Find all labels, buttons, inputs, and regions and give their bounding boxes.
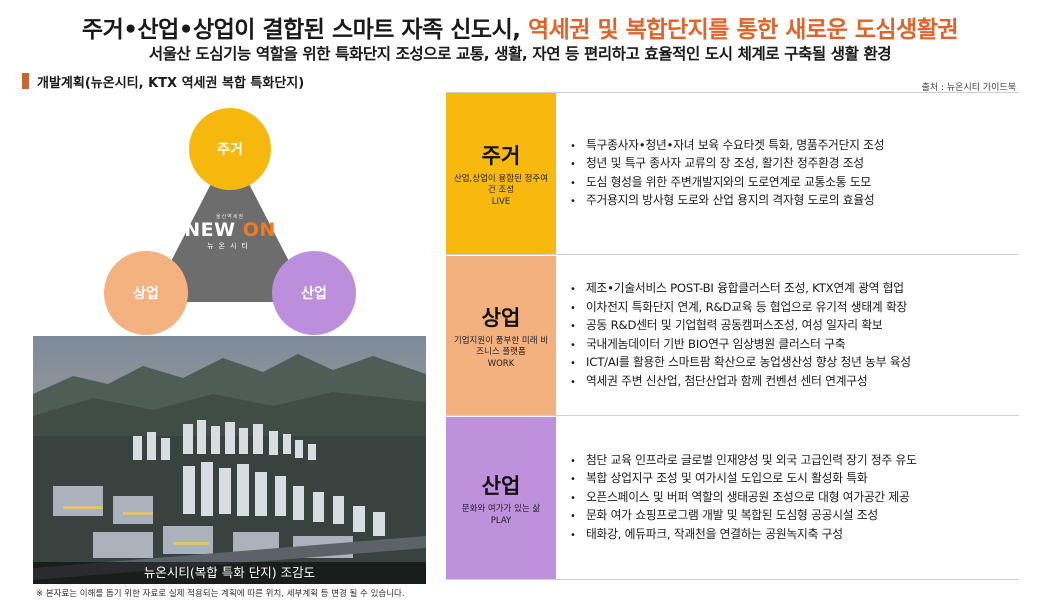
commercial-circle: 상업 (104, 251, 188, 335)
list-item: 도심 형성을 위한 주변개발지와의 도로연계로 교통소통 도모 (570, 174, 884, 193)
footnote: ※ 본자료는 이해를 돕기 위한 자료로 실제 적용되는 계획에 따른 위치, … (36, 589, 405, 599)
page-title: 주거•산업•상업이 결합된 스마트 자족 신도시, 역세권 및 복합단지를 통한… (0, 10, 1040, 44)
category-english: LIVE (491, 196, 511, 207)
page-subtitle: 서울산 도심기능 역할을 위한 특화단지 조성으로 교통, 생활, 자연 등 편… (148, 45, 892, 63)
photo-caption: 뉴온시티(복합 특화 단지) 조감도 (33, 562, 426, 584)
row-item-list: 제조•기술서비스 POST-BI 융합클러스터 조성, KTX연계 광역 협업 … (556, 256, 911, 415)
category-name: 주거 (481, 143, 521, 168)
logo-new-text: NEW (184, 219, 243, 241)
list-item: 국내게놈데이터 기반 BIO연구 임상병원 클러스터 구축 (570, 336, 911, 355)
industrial-circle: 산업 (272, 251, 356, 335)
concept-triangle (150, 147, 310, 302)
category-name: 산업 (481, 473, 521, 498)
table-top-divider (446, 92, 1019, 93)
newon-logo: 울산역세권 NEW ON 뉴온시티 (180, 213, 280, 251)
list-item: 태화강, 에듀파크, 작괘천을 연결하는 공원녹지축 구성 (570, 526, 917, 545)
plan-row-work: 상업 기업지원이 풍부한 미래 비즈니스 플랫폼 WORK 제조•기술서비스 P… (446, 256, 1019, 416)
source-note: 출처 : 뉴온시티 가이드북 (921, 83, 1016, 93)
residential-circle: 주거 (189, 108, 271, 190)
city-rendering-illustration (33, 336, 426, 584)
list-item: 오픈스페이스 및 버퍼 역할의 생태공원 조성으로 대형 여가공간 제공 (570, 489, 917, 508)
list-item: 제조•기술서비스 POST-BI 융합클러스터 조성, KTX연계 광역 협업 (570, 280, 911, 299)
list-item: 역세권 주변 신산업, 첨단산업과 함께 컨벤션 센터 연계구성 (570, 373, 911, 392)
list-item: 첨단 교육 인프라로 글로벌 인재양성 및 외국 고급인력 장기 정주 유도 (570, 452, 917, 471)
row-item-list: 첨단 교육 인프라로 글로벌 인재양성 및 외국 고급인력 장기 정주 유도 복… (556, 417, 917, 579)
category-english: WORK (487, 358, 515, 369)
list-item: 문화 여가 쇼핑프로그램 개발 및 복합된 도심형 공공시설 조성 (570, 507, 917, 526)
title-main: 주거•산업•상업이 결합된 스마트 자족 신도시, (81, 17, 528, 43)
category-description: 산업,상업이 융합된 정주여건 조성 (453, 173, 549, 195)
row-category: 주거 산업,상업이 융합된 정주여건 조성 LIVE (446, 93, 556, 254)
section-marker (22, 73, 29, 89)
list-item: 특구종사자•청년•자녀 보육 수요타겟 특화, 명품주거단지 조성 (570, 137, 884, 156)
city-rendering-image: 뉴온시티(복합 특화 단지) 조감도 (33, 336, 426, 584)
list-item: 공동 R&D센터 및 기업협력 공동캠퍼스조성, 여성 일자리 확보 (570, 317, 911, 336)
plan-row-play: 산업 문화와 여가가 있는 삶 PLAY 첨단 교육 인프라로 글로벌 인재양성… (446, 417, 1019, 580)
category-english: PLAY (490, 515, 512, 526)
list-item: 복합 상업지구 조성 및 여가시설 도입으로 도시 활성화 특화 (570, 470, 917, 489)
logo-korean-text: 뉴온시티 (207, 242, 253, 250)
plan-row-live: 주거 산업,상업이 융합된 정주여건 조성 LIVE 특구종사자•청년•자녀 보… (446, 93, 1019, 255)
row-category: 산업 문화와 여가가 있는 삶 PLAY (446, 417, 556, 579)
category-description: 문화와 여가가 있는 삶 (461, 503, 541, 514)
row-item-list: 특구종사자•청년•자녀 보육 수요타겟 특화, 명품주거단지 조성 청년 및 특… (556, 93, 884, 254)
title-accent: 역세권 및 복합단지를 통한 새로운 도심생활권 (527, 17, 959, 43)
list-item: 청년 및 특구 종사자 교류의 장 조성, 활기찬 정주환경 조성 (570, 155, 884, 174)
category-name: 상업 (481, 305, 521, 330)
category-description: 기업지원이 풍부한 미래 비즈니스 플랫폼 (453, 335, 549, 357)
logo-small-text: 울산역세권 (215, 214, 244, 220)
row-category: 상업 기업지원이 풍부한 미래 비즈니스 플랫폼 WORK (446, 256, 556, 415)
section-title: 개발계획(뉴온시티, KTX 역세권 복합 특화단지) (37, 75, 305, 91)
list-item: 주거용지의 방사형 도로와 산업 용지의 격자형 도로의 효율성 (570, 192, 884, 211)
logo-on-text: ON (242, 219, 276, 241)
list-item: ICT/AI를 활용한 스마트팜 확산으로 농업생산성 향상 청년 농부 육성 (570, 354, 911, 373)
list-item: 이차전지 특화단지 연계, R&D교육 등 협업으로 유기적 생태계 확장 (570, 299, 911, 318)
section-header: 개발계획(뉴온시티, KTX 역세권 복합 특화단지) (22, 72, 305, 91)
